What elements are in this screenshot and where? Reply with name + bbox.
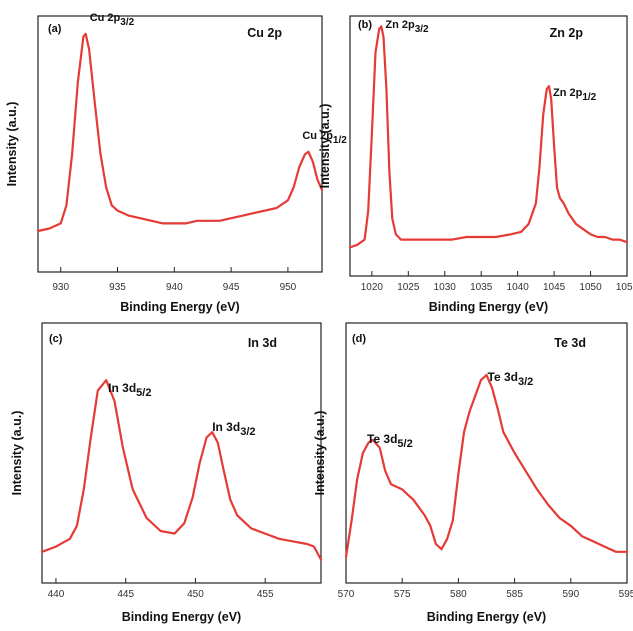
- peak-label-subscript: 3/2: [240, 426, 255, 438]
- panel-label: (a): [48, 23, 62, 35]
- panel-c: 440 445 450 455 Binding Energy (eV) Intensity…: [10, 322, 323, 624]
- peak-label-subscript: 1/2: [333, 135, 347, 146]
- peak-label-base: Zn 2p: [553, 87, 583, 99]
- x-tick-label: 1040: [507, 282, 530, 293]
- x-axis-title: Binding Energy (eV): [427, 610, 546, 624]
- y-axis-title: Intensity (a.u.): [318, 104, 332, 189]
- x-tick-label: 445: [117, 589, 134, 600]
- x-tick-label: 935: [109, 282, 126, 293]
- peak-label: Te 3d5/2: [367, 432, 413, 450]
- peak-label-subscript: 3/2: [120, 17, 134, 28]
- spectrum-line: [344, 373, 629, 559]
- panel-title: Te 3d: [554, 336, 586, 350]
- x-tick-label: 1035: [470, 282, 493, 293]
- x-tick-label: 950: [280, 282, 297, 293]
- x-tick-label: 1025: [397, 282, 420, 293]
- peak-label-subscript: 5/2: [136, 387, 151, 399]
- peak-label-subscript: 1/2: [582, 92, 596, 103]
- x-tick-label: 570: [338, 589, 355, 600]
- plot-frame: [349, 15, 628, 277]
- panel-title: Cu 2p: [247, 26, 282, 40]
- peak-label-base: Zn 2p: [385, 19, 415, 31]
- x-tick-label: 595: [619, 589, 633, 600]
- x-tick-label: 940: [166, 282, 183, 293]
- spectrum-line: [36, 32, 324, 233]
- panel-label: (c): [49, 333, 63, 345]
- x-tick-label: 930: [52, 282, 69, 293]
- x-tick-label: 1045: [543, 282, 566, 293]
- x-axis-title: Binding Energy (eV): [429, 300, 548, 314]
- x-tick-label: 440: [48, 589, 65, 600]
- peak-label-base: Cu 2p: [302, 130, 333, 142]
- spectrum-line: [348, 25, 629, 249]
- x-tick-label: 1050: [579, 282, 602, 293]
- peak-label: Te 3d3/2: [488, 370, 534, 388]
- y-axis-title: Intensity (a.u.): [313, 411, 327, 496]
- panel-a: 930 935 940 945 950 Binding Energy (eV) Intens…: [5, 12, 347, 314]
- plot-frame: [345, 322, 628, 584]
- peak-label-base: Te 3d: [367, 432, 397, 446]
- x-axis-title: Binding Energy (eV): [120, 300, 239, 314]
- y-axis-title: Intensity (a.u.): [5, 102, 19, 187]
- plot-frame: [41, 322, 322, 584]
- x-axis-title: Binding Energy (eV): [122, 610, 241, 624]
- y-axis-title: Intensity (a.u.): [10, 411, 24, 496]
- panel-label: (d): [352, 333, 366, 345]
- peak-label: Zn 2p1/2: [553, 87, 597, 103]
- x-tick-label: 1020: [361, 282, 384, 293]
- peak-label: In 3d5/2: [108, 381, 151, 399]
- peak-label-subscript: 5/2: [397, 438, 412, 450]
- peak-label: Cu 2p1/2: [302, 130, 347, 146]
- panel-d: 570 575 580 585 590 595 Binding Energy (eV) Int…: [313, 322, 633, 624]
- x-tick-label: 585: [506, 589, 523, 600]
- peak-label-subscript: 3/2: [518, 376, 533, 388]
- panel-label: (b): [358, 19, 372, 31]
- peak-label-base: Cu 2p: [90, 12, 121, 24]
- x-tick-label: 455: [257, 589, 274, 600]
- x-tick-label: 1030: [434, 282, 457, 293]
- peak-label: In 3d3/2: [212, 420, 255, 438]
- peak-label: Cu 2p3/2: [90, 12, 135, 28]
- x-tick-label: 450: [187, 589, 204, 600]
- x-tick-label: 1055: [616, 282, 633, 293]
- peak-label: Zn 2p3/2: [385, 19, 429, 35]
- panel-title: In 3d: [248, 336, 277, 350]
- x-tick-label: 575: [394, 589, 411, 600]
- peak-label-base: In 3d: [212, 420, 240, 434]
- plot-frame: [37, 15, 323, 273]
- panel-title: Zn 2p: [550, 26, 584, 40]
- x-tick-label: 580: [450, 589, 467, 600]
- peak-label-base: Te 3d: [488, 370, 518, 384]
- panel-b: 1020 1025 1030 1035 1040 1045 1050 1055 Binding …: [318, 15, 633, 314]
- spectrum-line: [40, 379, 323, 561]
- peak-label-base: In 3d: [108, 381, 136, 395]
- x-tick-label: 590: [562, 589, 579, 600]
- peak-label-subscript: 3/2: [415, 24, 429, 35]
- x-tick-label: 945: [223, 282, 240, 293]
